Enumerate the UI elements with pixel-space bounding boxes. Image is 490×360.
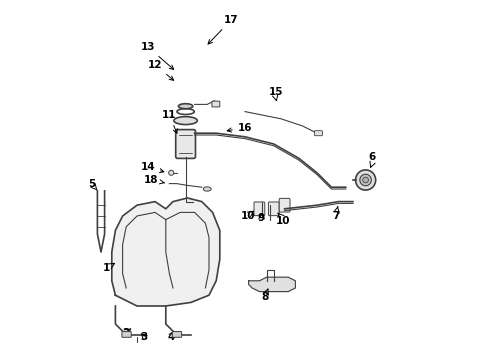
- Circle shape: [363, 177, 368, 183]
- Text: 6: 6: [368, 152, 376, 162]
- Text: 5: 5: [88, 179, 95, 189]
- Text: 9: 9: [258, 213, 265, 223]
- FancyBboxPatch shape: [176, 130, 196, 158]
- Text: 2: 2: [122, 328, 129, 338]
- Ellipse shape: [203, 187, 211, 191]
- FancyBboxPatch shape: [279, 198, 290, 212]
- FancyBboxPatch shape: [172, 332, 182, 337]
- FancyBboxPatch shape: [269, 202, 279, 216]
- Text: 8: 8: [261, 292, 269, 302]
- Text: 17: 17: [208, 15, 239, 44]
- Text: 16: 16: [227, 123, 252, 133]
- Text: 3: 3: [140, 332, 147, 342]
- Circle shape: [356, 170, 376, 190]
- Polygon shape: [248, 277, 295, 292]
- Text: 13: 13: [141, 42, 173, 69]
- Text: 10: 10: [275, 216, 290, 226]
- Text: 14: 14: [141, 162, 164, 173]
- Ellipse shape: [178, 104, 193, 109]
- Text: 7: 7: [332, 211, 340, 221]
- FancyBboxPatch shape: [254, 202, 265, 216]
- Text: 10: 10: [241, 211, 255, 221]
- Ellipse shape: [174, 117, 197, 125]
- Text: 15: 15: [269, 87, 283, 97]
- Circle shape: [169, 170, 174, 175]
- FancyBboxPatch shape: [315, 131, 322, 136]
- Circle shape: [360, 174, 371, 186]
- Polygon shape: [112, 198, 220, 306]
- FancyBboxPatch shape: [212, 101, 220, 107]
- Text: 1: 1: [103, 263, 110, 273]
- Text: 11: 11: [162, 110, 177, 133]
- Text: 4: 4: [168, 332, 175, 342]
- FancyBboxPatch shape: [122, 332, 131, 337]
- Text: 18: 18: [144, 175, 164, 185]
- Text: 12: 12: [148, 60, 173, 80]
